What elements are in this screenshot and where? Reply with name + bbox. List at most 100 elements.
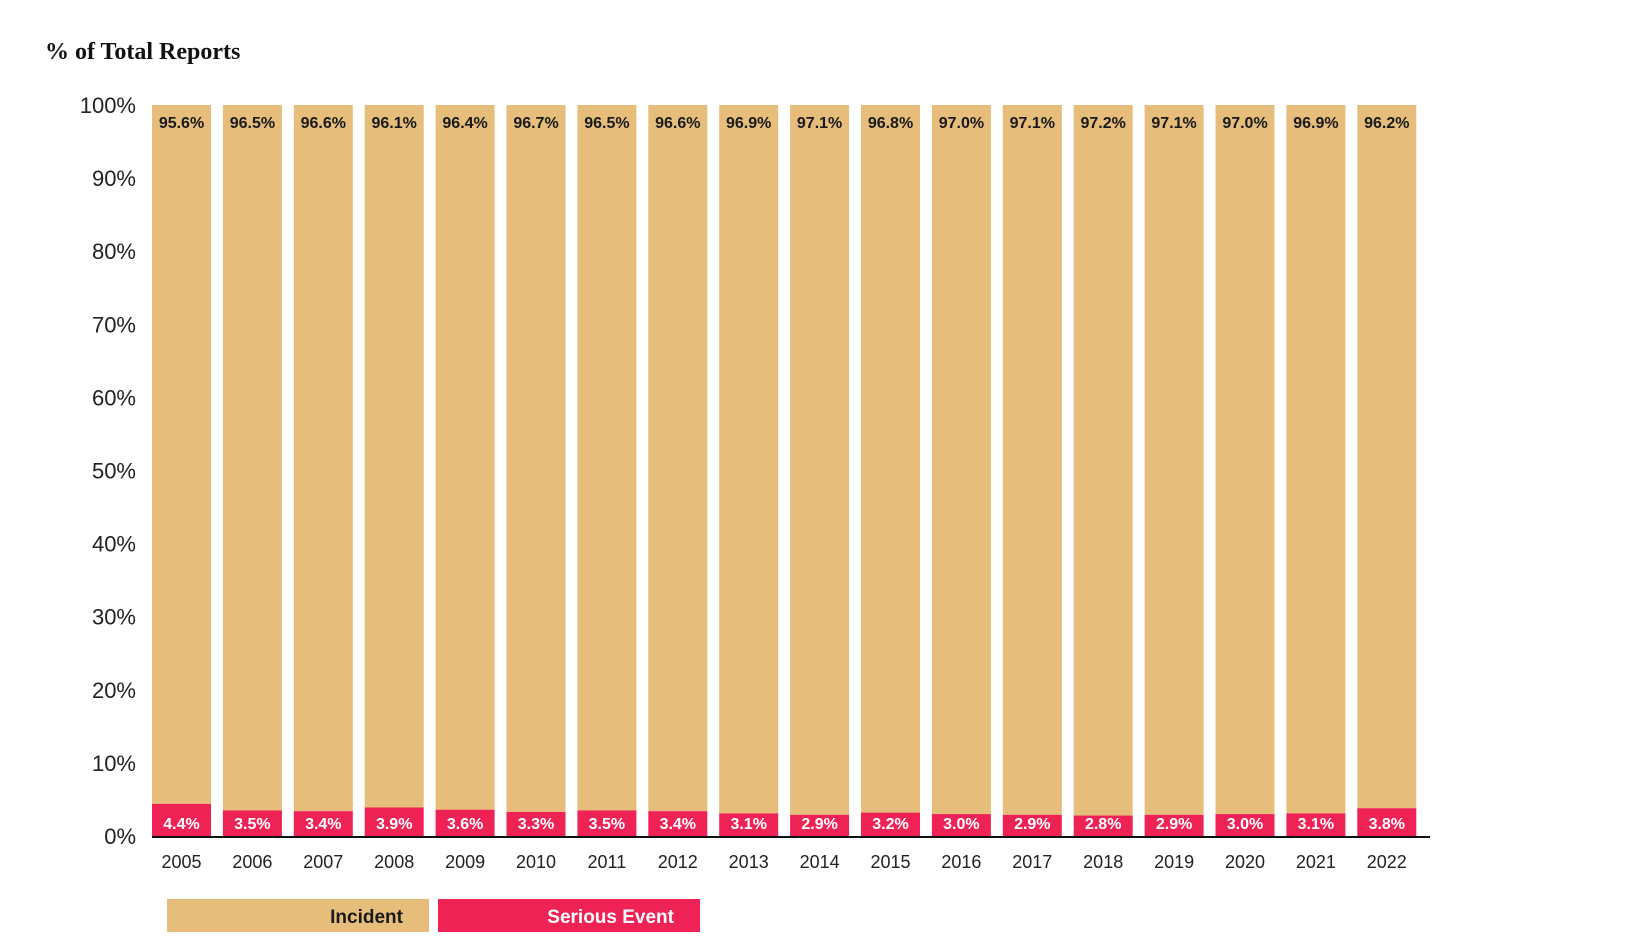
x-tick-label: 2010 [516, 852, 556, 872]
bar-incident [1215, 105, 1275, 815]
legend-label: Serious Event [547, 907, 674, 928]
x-tick-label: 2013 [729, 852, 769, 872]
legend: Incident Serious Event [167, 899, 700, 932]
bar-serious-event [222, 810, 282, 836]
data-label-serious-event: 3.4% [305, 816, 341, 833]
bar-incident [1073, 105, 1133, 816]
data-label-incident: 96.4% [442, 115, 487, 132]
data-label-incident: 97.2% [1081, 115, 1126, 132]
bar-serious-event [1002, 814, 1062, 836]
data-label-serious-event: 3.2% [872, 816, 908, 833]
bar-serious-event [1215, 814, 1275, 836]
bar-incident [1357, 105, 1417, 809]
bar-incident [222, 105, 282, 811]
bar-incident [435, 105, 495, 810]
data-label-incident: 96.9% [726, 115, 771, 132]
legend-item-serious-event: Serious Event [438, 899, 700, 932]
data-label-incident: 96.7% [513, 115, 558, 132]
data-label-serious-event: 3.1% [1298, 816, 1334, 833]
data-label-serious-event: 2.9% [801, 816, 837, 833]
data-label-serious-event: 2.9% [1156, 816, 1192, 833]
bar-incident [790, 105, 850, 815]
x-tick-label: 2005 [161, 852, 201, 872]
bar-serious-event [293, 811, 353, 836]
bar-incident [1286, 105, 1346, 814]
bar-serious-event [1286, 813, 1346, 836]
bar-serious-event [1357, 808, 1417, 836]
data-label-serious-event: 3.6% [447, 816, 483, 833]
chart-title: % of Total Reports [45, 39, 240, 65]
x-tick-label: 2022 [1367, 852, 1407, 872]
legend-item-incident: Incident [167, 899, 429, 932]
data-label-incident: 97.1% [1151, 115, 1196, 132]
y-tick-label: 100% [80, 93, 136, 118]
x-axis: 2005 2006 2007 2008 2009 2010 2011 2012 2013 2014… [152, 836, 1430, 872]
bar-incident [861, 105, 920, 813]
y-tick-label: 80% [92, 239, 136, 264]
x-tick-label: 2006 [232, 852, 272, 872]
data-label-serious-event: 3.5% [589, 816, 625, 833]
data-label-incident: 97.1% [797, 115, 842, 132]
data-label-incident: 97.0% [1222, 115, 1267, 132]
bar-incident [577, 105, 637, 811]
legend-swatch [167, 899, 429, 932]
y-tick-label: 0% [104, 824, 136, 849]
legend-swatch [438, 899, 700, 932]
y-tick-label: 20% [92, 678, 136, 703]
x-tick-label: 2016 [941, 852, 981, 872]
bar-incident [648, 105, 708, 812]
data-label-incident: 95.6% [159, 115, 204, 132]
data-label-incident: 96.9% [1293, 115, 1338, 132]
data-label-incident: 96.5% [584, 115, 629, 132]
x-tick-label: 2021 [1296, 852, 1336, 872]
x-tick-label: 2018 [1083, 852, 1123, 872]
bar-serious-event [861, 812, 920, 836]
bar-serious-event [648, 811, 708, 836]
x-tick-label: 2007 [303, 852, 343, 872]
bar-serious-event [577, 810, 637, 836]
x-tick-label: 2020 [1225, 852, 1265, 872]
y-axis: 0% 10% 20% 30% 40% 50% 60% 70% 80% 90% 100% [80, 93, 136, 849]
data-label-serious-event: 3.1% [730, 816, 766, 833]
bar-serious-event [152, 803, 211, 836]
bars: 95.6% 4.4% 96.5% 3.5% 96.6% 3.4% 96.1% 3.9% 96.4… [152, 105, 1417, 836]
bar-serious-event [719, 813, 779, 836]
bar-serious-event [931, 814, 991, 836]
data-label-serious-event: 2.8% [1085, 816, 1121, 833]
y-tick-label: 40% [92, 532, 136, 557]
data-label-incident: 96.6% [301, 115, 346, 132]
data-label-incident: 96.5% [230, 115, 275, 132]
x-tick-label: 2014 [800, 852, 840, 872]
bar-serious-event [435, 809, 495, 836]
y-tick-label: 30% [92, 605, 136, 630]
x-tick-label: 2012 [658, 852, 698, 872]
bar-incident [719, 105, 779, 814]
bar-serious-event [1073, 815, 1133, 836]
data-label-serious-event: 3.8% [1369, 816, 1405, 833]
bar-incident [1144, 105, 1204, 815]
bar-serious-event [1144, 814, 1204, 836]
data-label-serious-event: 3.0% [943, 816, 979, 833]
bar-incident [931, 105, 991, 815]
x-tick-label: 2019 [1154, 852, 1194, 872]
bar-serious-event [506, 811, 566, 836]
bar-incident [506, 105, 566, 812]
y-tick-label: 50% [92, 459, 136, 484]
data-label-serious-event: 3.4% [660, 816, 696, 833]
bar-incident [1002, 105, 1062, 815]
data-label-serious-event: 3.5% [234, 816, 270, 833]
data-label-incident: 96.1% [372, 115, 417, 132]
data-label-incident: 96.6% [655, 115, 700, 132]
data-label-serious-event: 3.9% [376, 816, 412, 833]
data-label-serious-event: 2.9% [1014, 816, 1050, 833]
bar-serious-event [790, 814, 850, 836]
bar-incident [152, 105, 211, 804]
x-tick-label: 2009 [445, 852, 485, 872]
data-label-serious-event: 3.0% [1227, 816, 1263, 833]
bar-incident [293, 105, 353, 812]
data-label-serious-event: 4.4% [163, 816, 199, 833]
data-label-incident: 97.0% [939, 115, 984, 132]
data-label-serious-event: 3.3% [518, 816, 554, 833]
x-tick-label: 2011 [588, 852, 627, 872]
y-tick-label: 10% [92, 751, 136, 776]
